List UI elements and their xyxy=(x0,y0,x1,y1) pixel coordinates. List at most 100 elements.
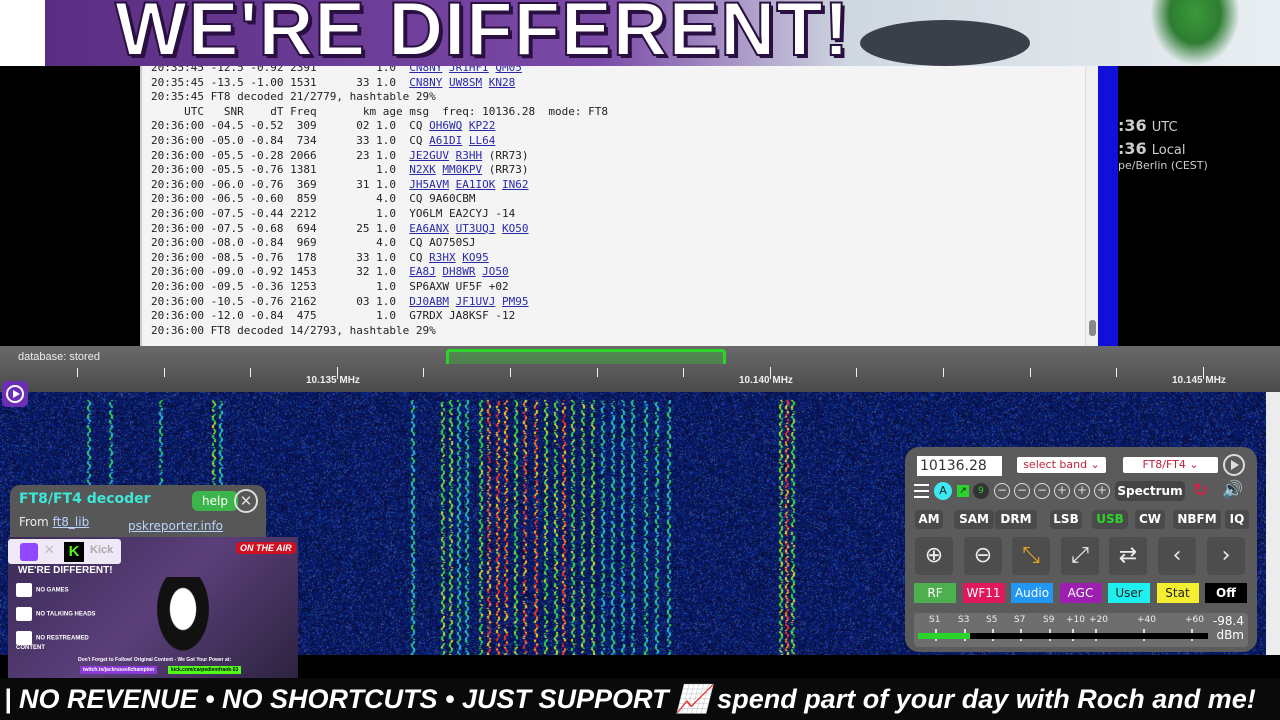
mode-button-nbfm[interactable]: NBFM xyxy=(1173,510,1221,529)
callsign-link[interactable]: PM95 xyxy=(502,294,529,308)
local-label: Local xyxy=(1151,143,1186,158)
callsign-link[interactable]: DH8WR xyxy=(442,265,476,279)
callsign-link[interactable]: CN8NY xyxy=(409,66,443,74)
timezone: pe/Berlin (CEST) xyxy=(1118,159,1208,172)
zoom-in-max-icon[interactable]: + xyxy=(1094,483,1110,499)
callsign-link[interactable]: EA1IOK xyxy=(455,177,496,191)
play-icon[interactable] xyxy=(1223,454,1245,476)
mode-button-cw[interactable]: CW xyxy=(1135,510,1165,529)
audio-button[interactable]: Audio xyxy=(1011,583,1053,603)
callsign-link[interactable]: OH6WQ xyxy=(429,119,463,133)
collapse-icon[interactable]: ⤡ xyxy=(1012,537,1050,575)
callsign-link[interactable]: KO95 xyxy=(462,250,489,264)
ft8-decode-log: 20:35:45 -12.5 -0.92 2391 1.0 CN8NY JR1H… xyxy=(140,66,1098,346)
callsign-link[interactable]: DJ0ABM xyxy=(409,294,450,308)
mode-button-sam[interactable]: SAM xyxy=(954,510,994,529)
scale-tick xyxy=(1116,368,1118,377)
decoder-panel: FT8/FT4 decoder help ✕ From ft8_lib pskr… xyxy=(10,485,266,537)
signal-bar-fill xyxy=(918,633,971,639)
waterfall-scrollbar[interactable] xyxy=(1266,392,1280,655)
callsign-link[interactable]: KP22 xyxy=(468,119,496,133)
callsign-link[interactable]: JR1HFI xyxy=(449,66,489,74)
mode-button-am[interactable]: AM xyxy=(915,510,943,529)
callsign-link[interactable]: EA6ANX xyxy=(409,221,450,235)
frequency-scale[interactable]: database: stored 10.135 MHz 10.140 MHz 1… xyxy=(0,346,1280,392)
signal-dbm: -98.4 xyxy=(1212,614,1244,628)
spectrum-button[interactable]: Spectrum xyxy=(1115,481,1185,501)
wf11-button[interactable]: WF11 xyxy=(962,583,1005,603)
zoom-out-magnifier-icon[interactable]: ⊖ xyxy=(964,537,1002,575)
log-row-fields: 20:36:00 -09.5 -0.36 1253 1.0 xyxy=(151,279,410,293)
mode-button-drm[interactable]: DRM xyxy=(995,510,1037,529)
external-link-icon[interactable]: ↗ xyxy=(957,485,969,497)
callsign-link[interactable]: JH5AVM xyxy=(409,177,450,191)
zoom-in-icon[interactable]: + xyxy=(1074,483,1090,499)
mode-button-iq[interactable]: IQ xyxy=(1225,510,1249,529)
scale-tick xyxy=(1202,367,1204,379)
stat-button[interactable]: Stat xyxy=(1156,583,1199,603)
passband-indicator[interactable] xyxy=(446,349,726,364)
callsign-link[interactable]: JE2GUV xyxy=(409,148,450,162)
log-row: 20:36:00 -09.5 -0.36 1253 1.0 SP6AXW UF5… xyxy=(151,280,608,295)
callsign-link[interactable]: IN62 xyxy=(502,177,529,191)
log-scrollbar[interactable] xyxy=(1085,66,1098,346)
auto-button[interactable]: A xyxy=(934,482,952,500)
step-left-icon[interactable]: ‹ xyxy=(1158,537,1196,575)
mode-select[interactable]: FT8/FT4 ⌄ xyxy=(1123,457,1218,473)
callsign-link[interactable]: KN28 xyxy=(488,75,516,89)
menu-icon[interactable] xyxy=(914,484,929,498)
step-right-icon[interactable]: › xyxy=(1207,537,1245,575)
off-button[interactable]: Off xyxy=(1205,583,1247,603)
speaker-icon[interactable]: 🔊 xyxy=(1222,480,1244,500)
log-row-fields: 20:36:00 -05.0 -0.84 734 33 1.0 xyxy=(151,133,410,147)
callsign-link[interactable]: MM0KPV xyxy=(442,163,483,177)
zoom-level: 9 xyxy=(973,483,989,499)
callsign-link[interactable]: CN8NY xyxy=(409,75,443,89)
callsign-link[interactable]: JO50 xyxy=(482,265,509,279)
msg-text: SP6AXW UF5F +02 xyxy=(409,279,509,293)
callsign-link[interactable]: LL64 xyxy=(468,133,496,147)
callsign-link[interactable]: KO50 xyxy=(502,221,529,235)
play-button[interactable] xyxy=(2,381,28,407)
log-row-fields: 20:36:00 -05.5 -0.28 2066 23 1.0 xyxy=(151,148,410,162)
expand-icon[interactable]: ⤢ xyxy=(1061,537,1099,575)
ft8-lib-link[interactable]: ft8_lib xyxy=(52,515,90,529)
zoom-out-small-icon[interactable]: − xyxy=(1034,483,1050,499)
platform-logos: ✕ K Kick xyxy=(8,539,121,564)
decoder-title: FT8/FT4 decoder xyxy=(19,491,151,507)
scrollbar-thumb[interactable] xyxy=(1089,320,1096,336)
zoom-out-max-icon[interactable]: − xyxy=(994,483,1010,499)
swap-icon[interactable]: ⇄ xyxy=(1109,537,1147,575)
callsign-link[interactable]: R3HH xyxy=(455,148,483,162)
callsign-link[interactable]: JF1UVJ xyxy=(455,294,496,308)
user-button[interactable]: User xyxy=(1108,583,1150,603)
zoom-out-icon[interactable]: − xyxy=(1014,483,1030,499)
mode-button-lsb[interactable]: LSB xyxy=(1050,510,1082,529)
freq-label: 10.140 MHz xyxy=(739,375,793,386)
meter-label: S3 xyxy=(958,615,970,625)
zoom-in-magnifier-icon[interactable]: ⊕ xyxy=(915,537,953,575)
mode-button-usb[interactable]: USB xyxy=(1092,510,1128,529)
callsign-link[interactable]: UW8SM xyxy=(449,75,483,89)
band-select[interactable]: select band ⌄ xyxy=(1017,457,1106,473)
stream-overlay-ad: ✕ K Kick ON THE AIR WE'RE DIFFERENT! NO … xyxy=(8,537,298,678)
clock-panel: :36 UTC :36 Local pe/Berlin (CEST) xyxy=(1118,66,1280,346)
meter-label: +40 xyxy=(1137,615,1156,625)
rf-button[interactable]: RF xyxy=(914,583,956,603)
callsign-link[interactable]: N2XK xyxy=(409,163,436,177)
scale-tick xyxy=(510,368,511,377)
callsign-link[interactable]: A61DI xyxy=(429,133,463,147)
callsign-link[interactable]: QM05 xyxy=(495,66,522,74)
reload-icon[interactable]: ↻ xyxy=(1193,480,1209,501)
callsign-link[interactable]: UT3UQJ xyxy=(455,221,496,235)
zoom-in-small-icon[interactable]: + xyxy=(1054,483,1070,499)
callsign-link[interactable]: EA8J xyxy=(409,265,436,279)
meter-label: S5 xyxy=(986,615,998,625)
log-row-fields: 20:36:00 -04.5 -0.52 309 02 1.0 xyxy=(151,119,410,133)
close-icon[interactable]: ✕ xyxy=(234,489,258,513)
frequency-input[interactable]: 10136.28 xyxy=(917,456,1002,476)
agc-button[interactable]: AGC xyxy=(1059,583,1102,603)
callsign-link[interactable]: R3HX xyxy=(429,250,456,264)
help-button[interactable]: help xyxy=(192,491,238,511)
pskreporter-link[interactable]: pskreporter.info xyxy=(128,519,224,533)
